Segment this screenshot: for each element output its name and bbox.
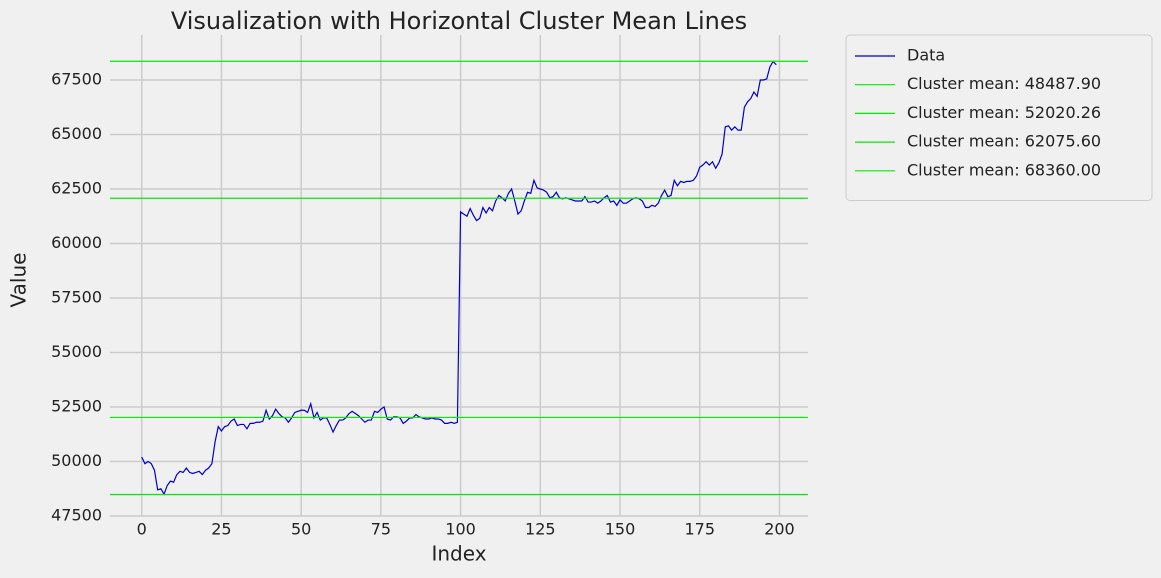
legend-box (845, 34, 1153, 201)
y-tick-label: 60000 (51, 233, 102, 252)
x-tick-label: 75 (371, 520, 391, 539)
y-tick-label: 50000 (51, 451, 102, 470)
x-tick-label: 0 (137, 520, 147, 539)
legend-label: Data (907, 46, 945, 65)
x-tick-label: 200 (764, 520, 795, 539)
y-tick-label: 55000 (51, 342, 102, 361)
x-tick-label: 125 (525, 520, 556, 539)
y-tick-label: 52500 (51, 396, 102, 415)
y-tick-label: 62500 (51, 178, 102, 197)
x-axis-label: Index (431, 542, 486, 566)
x-tick-label: 25 (211, 520, 231, 539)
chart-title: Visualization with Horizontal Cluster Me… (171, 7, 747, 35)
legend-label: Cluster mean: 68360.00 (907, 160, 1101, 179)
x-tick-label: 100 (445, 520, 476, 539)
y-tick-label: 67500 (51, 69, 102, 88)
legend-label: Cluster mean: 52020.26 (907, 103, 1101, 122)
y-axis-label: Value (7, 253, 31, 308)
y-tick-label: 47500 (51, 506, 102, 525)
y-tick-label: 57500 (51, 287, 102, 306)
y-tick-label: 65000 (51, 124, 102, 143)
legend-label: Cluster mean: 62075.60 (907, 132, 1101, 151)
x-tick-label: 150 (605, 520, 636, 539)
x-tick-label: 175 (684, 520, 715, 539)
legend-label: Cluster mean: 48487.90 (907, 74, 1101, 93)
data-line (141, 60, 777, 496)
x-tick-label: 50 (291, 520, 311, 539)
